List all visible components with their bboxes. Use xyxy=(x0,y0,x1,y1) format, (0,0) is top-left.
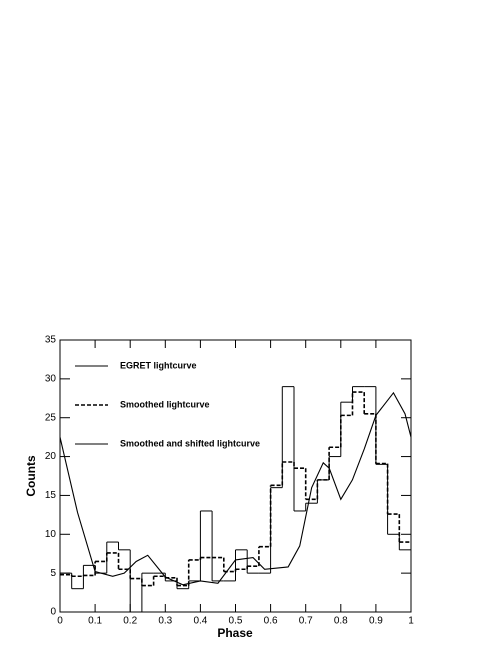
x-tick-label: 1 xyxy=(408,616,414,627)
x-tick-label: 0.6 xyxy=(264,616,278,627)
x-tick-label: 0.7 xyxy=(299,616,313,627)
y-tick-label: 35 xyxy=(45,335,57,346)
x-axis-title: Phase xyxy=(217,626,253,640)
y-tick-label: 0 xyxy=(50,607,56,618)
legend-label: EGRET lightcurve xyxy=(120,360,197,370)
y-tick-label: 5 xyxy=(50,568,56,579)
x-tick-label: 0.1 xyxy=(88,616,102,627)
y-tick-label: 20 xyxy=(45,451,57,462)
y-tick-label: 10 xyxy=(45,529,57,540)
x-tick-label: 0.2 xyxy=(123,616,137,627)
x-tick-label: 0.8 xyxy=(334,616,348,627)
y-axis-title: Counts xyxy=(24,455,38,497)
legend-label: Smoothed and shifted lightcurve xyxy=(120,438,260,448)
line-series xyxy=(59,391,412,586)
x-tick-label: 0 xyxy=(57,616,63,627)
x-tick-label: 0.9 xyxy=(369,616,383,627)
x-tick-label: 0.4 xyxy=(193,616,207,627)
x-tick-label: 0.5 xyxy=(229,616,243,627)
y-tick-label: 15 xyxy=(45,490,57,501)
x-tick-label: 0.3 xyxy=(158,616,172,627)
y-tick-label: 25 xyxy=(45,412,57,423)
legend-label: Smoothed lightcurve xyxy=(120,399,210,409)
y-tick-label: 30 xyxy=(45,373,57,384)
